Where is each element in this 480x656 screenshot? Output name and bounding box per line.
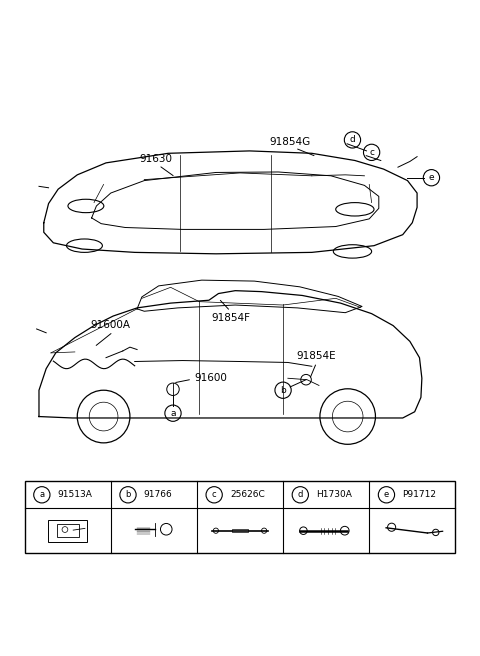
Text: 91600: 91600 [194,373,228,383]
Text: 91600A: 91600A [91,320,131,331]
Bar [57,524,79,537]
Text: 91513A: 91513A [58,490,93,499]
Text: 91854F: 91854F [211,313,250,323]
Text: 25626C: 25626C [230,490,264,499]
Text: 91630: 91630 [140,154,173,164]
Text: a: a [39,490,45,499]
Bar [232,529,248,533]
Text: a: a [170,409,176,418]
Text: d: d [298,490,303,499]
Text: d: d [349,135,355,144]
Text: b: b [280,386,286,395]
Text: H1730A: H1730A [316,490,352,499]
Bar [48,520,87,542]
Text: 91854E: 91854E [297,351,336,361]
Text: e: e [384,490,389,499]
Text: b: b [125,490,131,499]
Text: c: c [212,490,216,499]
Text: P91712: P91712 [402,490,436,499]
Text: 91766: 91766 [144,490,172,499]
Text: c: c [369,148,374,157]
Text: 91854G: 91854G [270,136,311,146]
Text: e: e [429,173,434,182]
Bar [24,481,456,553]
